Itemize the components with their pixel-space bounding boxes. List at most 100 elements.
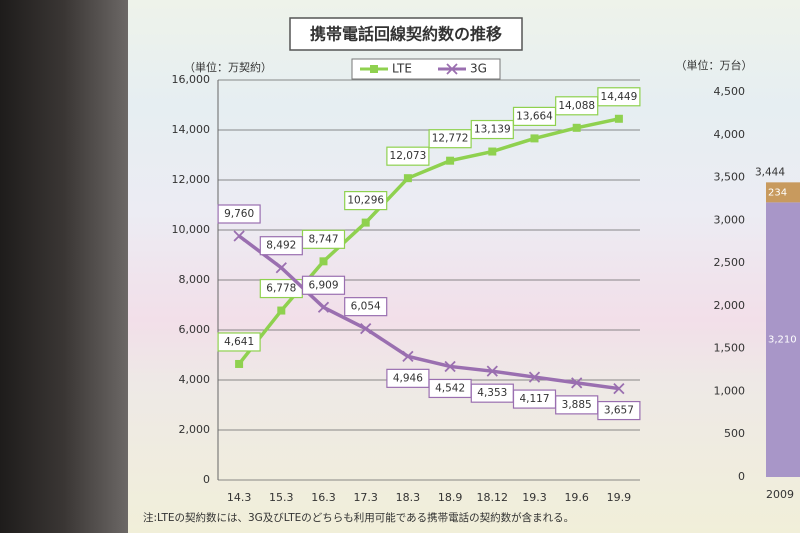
unit-label: （単位：万台）: [676, 58, 753, 72]
marker: [530, 134, 539, 143]
y-tick-label: 1,000: [714, 384, 746, 397]
bar-segment: [766, 182, 800, 203]
bar-segment: [766, 202, 800, 477]
data-label-box: [470, 119, 514, 140]
marker: [528, 371, 541, 383]
marker: [613, 382, 625, 395]
chart-title: 携帯電話回線契約数の推移: [310, 25, 502, 44]
data-label: 12,772: [432, 133, 469, 145]
segment-label: 3,210: [768, 335, 797, 346]
y-tick-label: 10,000: [172, 223, 211, 236]
marker: [446, 63, 458, 75]
data-label-box: [344, 191, 388, 211]
marker: [572, 123, 581, 132]
marker: [235, 359, 244, 368]
unit-label: （単位：万契約）: [184, 60, 272, 74]
room-shadow: [0, 0, 128, 533]
title-box: [289, 17, 523, 51]
x-tick-label: 18.12: [477, 491, 509, 504]
marker: [370, 65, 378, 73]
x-tick-label: 16.3: [311, 491, 336, 504]
data-label: 8,492: [266, 240, 296, 252]
data-label: 3,885: [562, 399, 592, 411]
marker: [571, 377, 583, 389]
x-tick-label: 15.3: [269, 491, 294, 504]
marker: [360, 323, 372, 335]
marker: [233, 230, 245, 242]
data-label: 4,117: [519, 393, 549, 405]
legend-label: 3G: [470, 62, 487, 76]
x-tick-label: 18.9: [438, 491, 463, 504]
data-label: 10,296: [347, 195, 384, 207]
data-label: 14,088: [558, 100, 595, 112]
data-label: 4,542: [435, 382, 465, 394]
marker: [444, 360, 456, 373]
marker: [319, 257, 328, 266]
y-tick-label: 14,000: [172, 123, 211, 136]
marker: [403, 174, 412, 183]
data-label: 9,760: [224, 208, 254, 220]
data-label-box: [597, 87, 641, 107]
y-tick-label: 2,500: [714, 256, 746, 269]
y-tick-label: 16,000: [172, 73, 211, 86]
y-tick-label: 12,000: [172, 173, 211, 186]
data-label: 6,054: [351, 301, 381, 313]
data-label-box: [259, 236, 303, 256]
marker: [361, 218, 370, 227]
data-label: 8,747: [308, 233, 338, 245]
slide: [128, 0, 800, 533]
data-label: 4,946: [393, 372, 423, 384]
x-tick-label: 19.9: [607, 491, 632, 504]
marker: [446, 156, 455, 165]
x-tick-label: 2009: [766, 488, 794, 501]
x-tick-label: 18.3: [396, 491, 421, 504]
legend-box: [351, 58, 501, 80]
legend-label: LTE: [392, 62, 412, 76]
data-label: 3,657: [604, 405, 634, 417]
y-tick-label: 2,000: [179, 423, 211, 436]
y-tick-label: 2,000: [714, 299, 746, 312]
data-label-box: [512, 106, 557, 127]
x-tick-label: 19.3: [522, 491, 547, 504]
marker: [275, 262, 287, 274]
x-tick-label: 14.3: [227, 491, 252, 504]
footnote: 注:LTEの契約数には、3G及びLTEのどちらも利用可能である携帯電話の契約数が…: [143, 511, 574, 524]
data-label: 12,073: [390, 150, 427, 162]
segment-label: 234: [768, 187, 787, 198]
total-label: 3,444: [755, 166, 785, 178]
marker: [402, 350, 414, 362]
data-label-box: [344, 297, 388, 317]
marker: [317, 301, 330, 313]
y-tick-label: 8,000: [179, 273, 211, 286]
data-label-box: [301, 275, 346, 295]
y-tick-label: 4,000: [179, 373, 211, 386]
y-tick-label: 3,500: [714, 171, 746, 184]
y-tick-label: 0: [738, 470, 745, 483]
data-label-box: [597, 400, 641, 421]
marker: [486, 365, 498, 377]
x-tick-label: 17.3: [353, 491, 378, 504]
data-label: 4,353: [477, 387, 507, 399]
y-tick-label: 4,000: [714, 128, 746, 141]
data-label-box: [217, 332, 261, 352]
data-label: 6,778: [266, 283, 296, 295]
data-label: 14,449: [601, 91, 638, 103]
series-line: [238, 234, 620, 391]
marker: [614, 114, 623, 123]
y-tick-label: 4,500: [714, 85, 746, 98]
data-label: 13,139: [474, 124, 511, 136]
y-tick-label: 3,000: [714, 213, 746, 226]
x-tick-label: 19.6: [564, 491, 589, 504]
marker: [277, 306, 286, 315]
data-label: 13,664: [516, 110, 553, 122]
y-tick-label: 0: [203, 473, 210, 486]
data-label: 6,909: [308, 279, 338, 291]
y-tick-label: 1,500: [714, 342, 746, 355]
y-tick-label: 500: [724, 427, 745, 440]
y-tick-label: 6,000: [179, 323, 211, 336]
marker: [488, 147, 497, 156]
data-label-box: [217, 204, 261, 224]
data-label: 4,641: [224, 336, 254, 348]
